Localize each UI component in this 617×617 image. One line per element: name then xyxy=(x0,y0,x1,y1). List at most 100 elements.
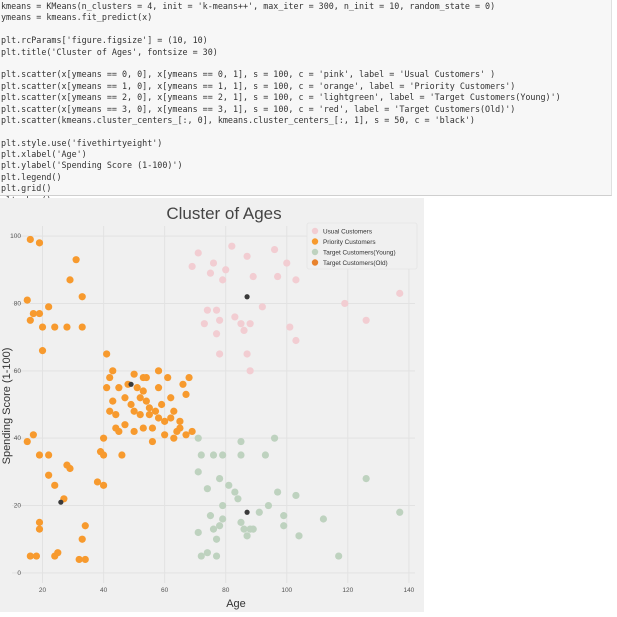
data-point xyxy=(292,276,300,284)
data-point xyxy=(106,407,114,415)
data-point xyxy=(66,276,74,284)
data-point xyxy=(270,434,279,442)
data-point xyxy=(118,451,126,459)
data-point xyxy=(249,525,257,533)
data-point xyxy=(23,437,31,446)
data-point xyxy=(237,518,245,526)
data-point xyxy=(292,491,300,500)
code-line xyxy=(1,126,561,137)
cluster-center-point xyxy=(128,381,134,387)
data-point xyxy=(78,293,86,301)
data-point xyxy=(243,350,251,358)
data-point xyxy=(212,306,221,314)
legend-label: Priority Customers xyxy=(323,239,376,246)
data-point xyxy=(29,309,37,318)
code-cell[interactable]: kmeans = KMeans(n_clusters = 4, init = '… xyxy=(0,0,612,205)
data-point xyxy=(209,525,218,533)
data-point xyxy=(185,373,193,382)
data-point xyxy=(170,434,178,442)
scatter-chart: 20 40 60 80 100 120 140 0 20 40 60 80 100 Cluster of… xyxy=(0,198,424,612)
x-tick-label: 60 xyxy=(161,587,169,594)
data-point xyxy=(216,474,224,483)
data-point xyxy=(362,316,370,324)
data-point xyxy=(234,495,242,503)
data-point xyxy=(161,417,169,425)
data-point xyxy=(35,309,44,318)
data-point xyxy=(45,303,53,311)
y-tick-label: 20 xyxy=(14,503,22,510)
data-point xyxy=(219,276,227,284)
code-line: kmeans = KMeans(n_clusters = 4, init = '… xyxy=(1,1,496,11)
data-point xyxy=(78,535,86,543)
data-point xyxy=(194,528,202,537)
data-point xyxy=(35,451,44,459)
data-point xyxy=(96,448,105,456)
output-area: 20 40 60 80 100 120 140 0 20 40 60 80 100 Cluster of… xyxy=(0,198,424,612)
data-point xyxy=(219,451,227,459)
data-point xyxy=(212,330,221,338)
data-point xyxy=(237,437,245,446)
data-point xyxy=(99,481,108,489)
data-point xyxy=(66,464,74,473)
code-editor[interactable]: kmeans = KMeans(n_clusters = 4, init = '… xyxy=(1,1,561,206)
x-tick-label: 80 xyxy=(222,587,230,594)
x-tick-label: 120 xyxy=(342,587,353,594)
data-point xyxy=(109,367,117,375)
data-point xyxy=(194,434,202,442)
data-point xyxy=(75,555,83,564)
data-point xyxy=(249,272,257,281)
data-point xyxy=(103,350,111,358)
data-point xyxy=(225,481,233,489)
data-point xyxy=(127,400,135,409)
legend-label: Target Customers(Young) xyxy=(323,249,396,256)
code-line xyxy=(1,58,561,69)
data-point xyxy=(194,249,202,257)
code-line: plt.grid() xyxy=(1,183,52,194)
code-line: plt.title('Cluster of Ages', fontsize = … xyxy=(1,46,218,57)
data-point xyxy=(182,390,190,398)
data-point xyxy=(176,417,184,425)
data-point xyxy=(109,397,117,405)
data-point xyxy=(212,535,221,543)
code-line: plt.rcParams['figure.figsize'] = (10, 10… xyxy=(1,35,208,46)
code-line: ymeans = kmeans.fit_predict(x) xyxy=(1,12,153,23)
code-line: plt.scatter(x[ymeans == 2, 0], x[ymeans … xyxy=(1,92,561,103)
data-point xyxy=(283,259,291,267)
data-point xyxy=(280,512,288,520)
data-point xyxy=(35,518,44,526)
data-point xyxy=(246,367,254,375)
data-point xyxy=(170,407,178,415)
x-tick-label: 40 xyxy=(100,587,108,594)
y-tick-label: 40 xyxy=(14,435,22,442)
data-point xyxy=(130,407,138,415)
x-tick-label: 20 xyxy=(39,587,47,594)
code-line: plt.scatter(x[ymeans == 3, 0], x[ymeans … xyxy=(1,103,516,114)
y-tick-label: 80 xyxy=(14,300,22,307)
cluster-center-point xyxy=(244,294,250,300)
data-point xyxy=(51,323,59,331)
data-point xyxy=(26,235,34,244)
y-axis-label: Spending Score (1-100) xyxy=(1,348,13,465)
data-point xyxy=(148,424,157,432)
data-point xyxy=(292,336,300,345)
data-point xyxy=(261,451,270,459)
tick-labels: 20 40 60 80 100 120 140 0 20 40 60 80 100 xyxy=(10,233,415,594)
data-point xyxy=(206,512,215,520)
data-point xyxy=(45,451,53,459)
data-point xyxy=(194,468,202,476)
code-line: plt.scatter(x[ymeans == 1, 0], x[ymeans … xyxy=(1,80,516,91)
data-point xyxy=(130,370,138,378)
legend-label: Usual Customers xyxy=(323,228,372,235)
data-point xyxy=(139,387,147,395)
data-point xyxy=(200,320,208,328)
y-tick-label: 100 xyxy=(10,233,21,240)
data-point xyxy=(112,411,120,419)
data-point xyxy=(341,299,349,308)
legend-marker xyxy=(311,227,319,235)
data-point xyxy=(45,471,53,479)
data-point xyxy=(240,525,248,533)
data-point xyxy=(136,394,144,402)
data-point xyxy=(78,323,86,331)
data-point xyxy=(32,552,41,560)
data-point xyxy=(396,508,404,516)
